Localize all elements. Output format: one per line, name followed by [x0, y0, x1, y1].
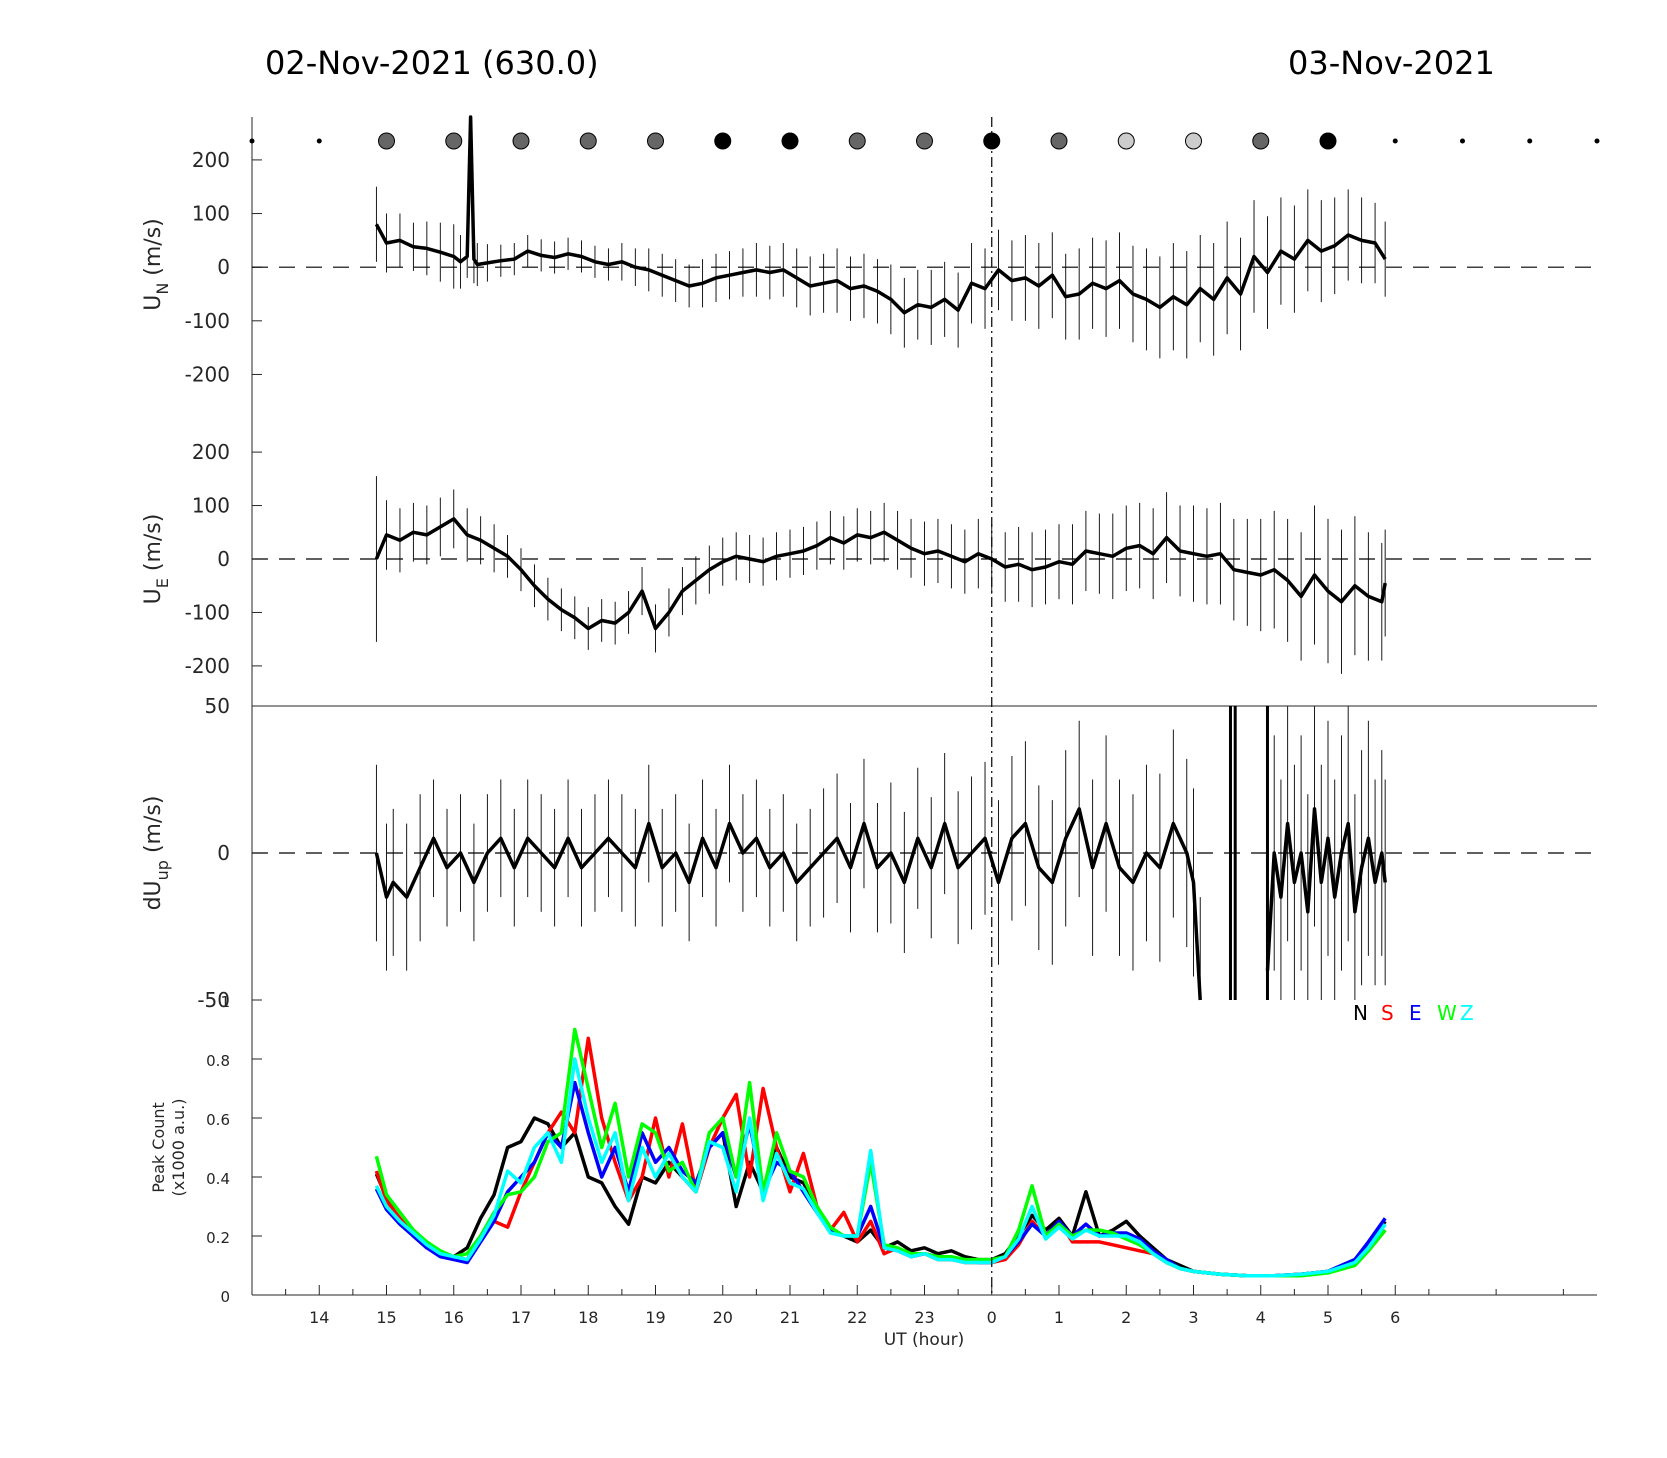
peak-count-ytick-label: 0.4 [206, 1170, 230, 1188]
sky-marker [1185, 132, 1202, 150]
legend-Z: Z [1460, 1001, 1474, 1025]
xtick-label: 20 [713, 1308, 733, 1327]
xtick-label: 23 [914, 1308, 934, 1327]
sky-marker [1594, 138, 1600, 144]
xtick-label: 2 [1121, 1308, 1131, 1327]
xtick-label: 6 [1390, 1308, 1400, 1327]
peak-count-ylabel-line2: (x1000 a.u.) [169, 1099, 188, 1197]
chart-title-left: 02-Nov-2021 (630.0) [265, 44, 599, 82]
xtick-label: 18 [578, 1308, 598, 1327]
xtick-label: 1 [1054, 1308, 1064, 1327]
meridional-wind-ytick-label: -200 [185, 362, 230, 386]
xtick-label: 3 [1188, 1308, 1198, 1327]
legend-W: W [1437, 1001, 1457, 1025]
panel-zonal-wind: 200 100 0 -100 -200 UE (m/s) [141, 412, 1597, 706]
panel-meridional-wind: 200 100 0 -100 -200 UN (m/s) [141, 115, 1597, 412]
xtick-label: 22 [847, 1308, 867, 1327]
sky-condition-markers [249, 132, 1600, 150]
series-S-line [374, 1036, 1387, 1278]
zonal-wind-ylabel-unit: (m/s) [141, 514, 166, 578]
sky-marker [916, 132, 933, 150]
sky-marker [249, 138, 255, 144]
vertical-wind-ylabel-sub: up [153, 860, 172, 880]
vertical-wind-series-line [374, 807, 1202, 1001]
sky-marker [1527, 138, 1533, 144]
sky-marker [1117, 132, 1135, 150]
xtick-label: 14 [309, 1308, 329, 1327]
zonal-wind-series-line [374, 517, 1387, 631]
sky-marker [848, 132, 866, 150]
peak-count-ytick-label: 0.6 [206, 1111, 230, 1129]
panel-vertical-wind: 50 0 -50 dUup (m/s) [141, 694, 1597, 1012]
sky-marker [316, 138, 322, 144]
meridional-wind-ytick-label: 100 [192, 202, 230, 226]
sky-marker [378, 132, 395, 150]
xtick-label: 5 [1323, 1308, 1333, 1327]
chart-title-right: 03-Nov-2021 [1288, 44, 1495, 82]
xtick-label: 16 [444, 1308, 464, 1327]
sky-marker [714, 132, 732, 150]
sky-marker [1319, 132, 1337, 150]
xtick-label: 19 [645, 1308, 665, 1327]
sky-marker [512, 132, 530, 150]
series-N-line [374, 1116, 1387, 1278]
zonal-wind-ylabel: UE (m/s) [141, 514, 172, 605]
peak-count-ytick-label: 1 [220, 993, 230, 1011]
meridional-wind-ylabel-unit: (m/s) [141, 218, 166, 282]
xtick-label: 0 [987, 1308, 997, 1327]
zonal-wind-ylabel-main: U [141, 588, 166, 604]
vertical-wind-ylabel: dUup (m/s) [141, 796, 172, 911]
legend-S: S [1381, 1001, 1394, 1025]
meridional-wind-ytick-label: -100 [185, 309, 230, 333]
zonal-wind-ytick-label: 0 [217, 547, 230, 571]
meridional-wind-ylabel-main: U [141, 295, 166, 311]
sky-marker [647, 132, 664, 150]
zonal-wind-ytick-label: 100 [192, 494, 230, 518]
x-axis-label: UT (hour) [884, 1330, 964, 1350]
xtick-label: 15 [376, 1308, 396, 1327]
zonal-wind-ytick-label: 200 [192, 440, 230, 464]
peak-count-ylabel-line1: Peak Count [149, 1102, 168, 1193]
sky-marker [445, 132, 463, 150]
sky-marker [1392, 138, 1398, 144]
overlays [252, 117, 1597, 1295]
sky-marker [1050, 132, 1068, 150]
sky-marker [1252, 132, 1270, 150]
sky-marker [579, 132, 597, 150]
peak-count-ytick-label: 0.2 [206, 1229, 230, 1247]
meridional-wind-ytick-label: 200 [192, 148, 230, 172]
vertical-wind-ylabel-main: dU [141, 880, 166, 910]
meridional-wind-ylabel-sub: N [153, 283, 172, 295]
vertical-wind-ytick-label: 50 [205, 694, 230, 718]
zonal-wind-ytick-label: -100 [185, 600, 230, 624]
sky-marker [1460, 138, 1465, 144]
zonal-wind-ylabel-sub: E [153, 578, 172, 588]
meridional-wind-ylabel: UN (m/s) [141, 218, 172, 311]
meridional-wind-series-line [374, 115, 1387, 315]
xtick-label: 4 [1256, 1308, 1266, 1327]
meridional-wind-ytick-label: 0 [217, 255, 230, 279]
vertical-wind-ylabel-unit: (m/s) [141, 796, 166, 860]
zonal-wind-ytick-label: -200 [185, 654, 230, 678]
series-Z-line [374, 1057, 1387, 1278]
vertical-wind-ytick-label: 0 [217, 841, 230, 865]
legend-N: N [1353, 1001, 1368, 1025]
peak-count-ylabel: Peak Count(x1000 a.u.) [149, 1099, 188, 1197]
vertical-wind-series-line [1265, 807, 1387, 971]
legend-E: E [1409, 1001, 1422, 1025]
peak-count-ytick-label: 0.8 [206, 1052, 230, 1070]
vertical-wind-ytick-label: -50 [197, 988, 230, 1012]
peak-count-ytick-label: 0 [220, 1288, 230, 1306]
xtick-label: 17 [511, 1308, 531, 1327]
xtick-label: 21 [780, 1308, 800, 1327]
sky-marker [781, 132, 799, 150]
